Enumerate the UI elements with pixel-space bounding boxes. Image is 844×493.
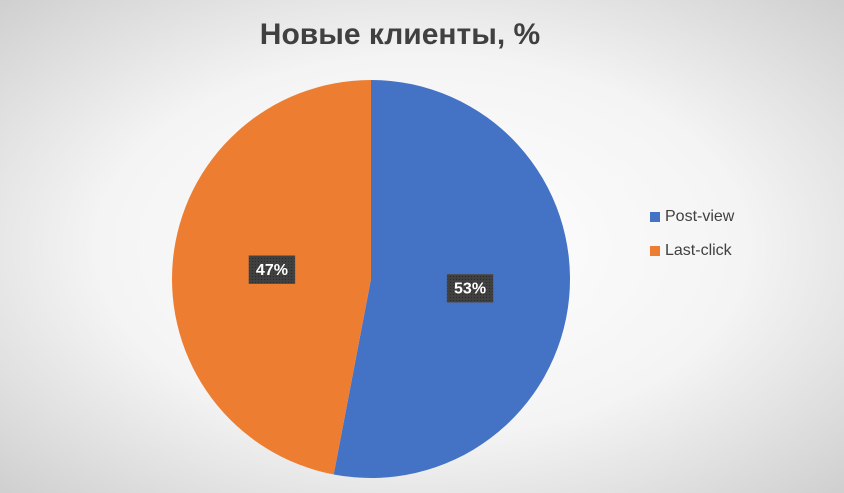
legend-swatch	[650, 212, 660, 222]
legend-swatch	[650, 246, 660, 256]
data-label: 53%	[454, 281, 486, 298]
chart-title: Новые клиенты, %	[260, 18, 540, 51]
data-label-box	[248, 255, 296, 284]
data-label-box	[446, 274, 494, 303]
legend-label: Post-view	[665, 208, 735, 225]
data-label: 47%	[256, 262, 288, 279]
legend-label: Last-click	[665, 242, 733, 259]
